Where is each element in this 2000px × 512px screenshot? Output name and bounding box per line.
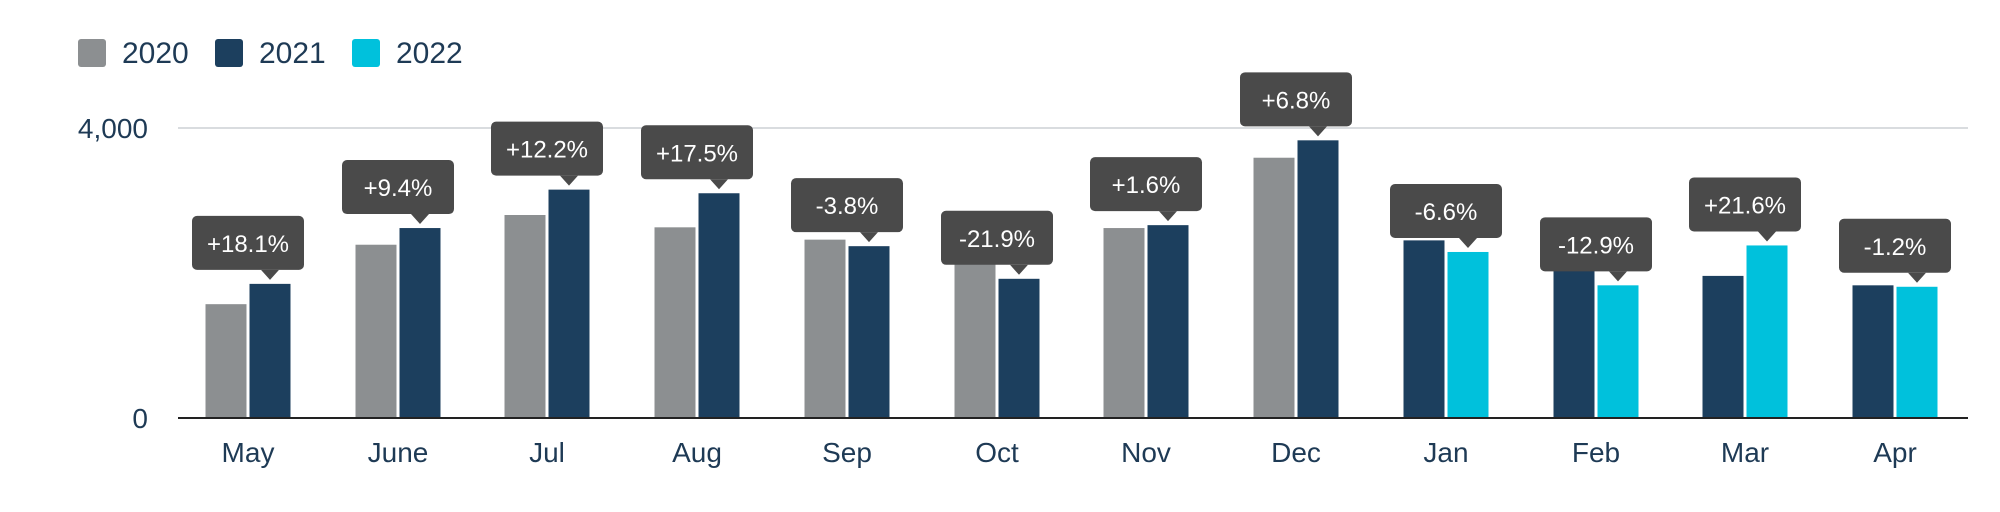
callout-label: +12.2% — [506, 137, 588, 164]
callout-pointer — [411, 214, 429, 225]
callout-label: -3.8% — [816, 193, 879, 220]
callout-label: +18.1% — [207, 231, 289, 258]
callout-box — [1839, 218, 1951, 273]
x-tick-label: Jul — [529, 437, 565, 468]
callout-label: +17.5% — [656, 140, 738, 167]
callout-label: -1.2% — [1864, 234, 1927, 261]
callout-box — [641, 125, 753, 180]
bar-Mar-2022 — [1746, 245, 1788, 418]
callout-pointer — [261, 269, 279, 280]
bar-June-2020 — [355, 244, 397, 418]
bar-June-2021 — [399, 228, 441, 418]
bar-Sep-2020 — [804, 239, 846, 418]
change-callout: -3.8% — [791, 178, 903, 243]
y-tick-label: 0 — [132, 403, 148, 434]
change-callout: -1.2% — [1839, 218, 1951, 283]
bar-Aug-2020 — [654, 227, 696, 418]
change-callout: +1.6% — [1090, 157, 1202, 222]
callout-box — [491, 121, 603, 176]
x-tick-label: June — [368, 437, 429, 468]
callout-box — [1090, 157, 1202, 212]
callout-label: +1.6% — [1112, 172, 1181, 199]
legend-label-2021: 2021 — [259, 37, 326, 70]
x-tick-label: Nov — [1121, 437, 1171, 468]
change-callout: +6.8% — [1240, 72, 1352, 137]
change-callout: +17.5% — [641, 125, 753, 190]
callout-box — [1390, 183, 1502, 238]
bar-Nov-2020 — [1103, 228, 1145, 418]
bar-Feb-2021 — [1553, 265, 1595, 418]
callout-box — [1689, 177, 1801, 232]
callout-box — [941, 210, 1053, 265]
x-tick-label: Sep — [822, 437, 872, 468]
callout-pointer — [1758, 231, 1776, 242]
bar-Sep-2021 — [848, 246, 890, 418]
legend-label-2022: 2022 — [396, 37, 463, 70]
bar-Aug-2021 — [698, 193, 740, 418]
change-callout: +12.2% — [491, 121, 603, 186]
x-tick-label: Aug — [672, 437, 722, 468]
bars — [205, 140, 1938, 418]
change-callout: -6.6% — [1390, 183, 1502, 248]
x-tick-label: Feb — [1572, 437, 1620, 468]
bar-Dec-2020 — [1253, 157, 1295, 418]
change-callouts: +18.1% +9.4% +12.2% +17.5% -3.8% -21.9% +1.6% +… — [192, 72, 1951, 283]
callout-box — [1540, 217, 1652, 272]
bar-Apr-2022 — [1896, 286, 1938, 418]
callout-box — [1240, 72, 1352, 127]
callout-label: +21.6% — [1704, 192, 1786, 219]
callout-pointer — [710, 179, 728, 190]
callout-pointer — [1459, 237, 1477, 248]
change-callout: +21.6% — [1689, 177, 1801, 242]
x-tick-label: Oct — [975, 437, 1019, 468]
callout-pointer — [1309, 126, 1327, 137]
callout-pointer — [1908, 272, 1926, 283]
bar-Oct-2021 — [998, 278, 1040, 418]
legend-label-2020: 2020 — [122, 37, 189, 70]
bar-Jul-2020 — [504, 215, 546, 418]
legend-swatch-2021 — [215, 39, 243, 67]
bar-Oct-2020 — [954, 239, 996, 418]
callout-pointer — [1010, 264, 1028, 275]
change-callout: -12.9% — [1540, 217, 1652, 282]
x-tick-label: Mar — [1721, 437, 1769, 468]
bar-Apr-2021 — [1852, 285, 1894, 418]
callout-label: -12.9% — [1558, 232, 1634, 259]
bar-Jul-2021 — [548, 189, 590, 418]
x-tick-label: Jan — [1423, 437, 1468, 468]
callout-label: -6.6% — [1415, 199, 1478, 226]
change-callout: +9.4% — [342, 160, 454, 225]
callout-pointer — [560, 175, 578, 186]
callout-label: -21.9% — [959, 226, 1035, 253]
callout-pointer — [860, 232, 878, 243]
bar-Jan-2022 — [1447, 251, 1489, 418]
x-tick-label: Apr — [1873, 437, 1917, 468]
y-tick-label: 4,000 — [78, 113, 148, 144]
x-axis-labels: May June Jul Aug Sep Oct Nov Dec Jan Feb Mar Apr — [222, 437, 1917, 468]
callout-label: +9.4% — [364, 175, 433, 202]
legend: 2020 2021 2022 — [78, 37, 463, 70]
bar-May-2021 — [249, 283, 291, 418]
callout-pointer — [1609, 271, 1627, 282]
callout-pointer — [1159, 211, 1177, 222]
change-callout: -21.9% — [941, 210, 1053, 275]
legend-swatch-2022 — [352, 39, 380, 67]
bar-May-2020 — [205, 304, 247, 418]
bar-Nov-2021 — [1147, 225, 1189, 418]
legend-swatch-2020 — [78, 39, 106, 67]
y-axis-ticks: 0 4,000 — [78, 113, 148, 434]
callout-box — [192, 215, 304, 270]
change-callout: +18.1% — [192, 215, 304, 280]
bar-Feb-2022 — [1597, 285, 1639, 418]
x-tick-label: Dec — [1271, 437, 1321, 468]
bar-Jan-2021 — [1403, 240, 1445, 418]
callout-box — [342, 160, 454, 215]
callout-label: +6.8% — [1262, 87, 1331, 114]
bar-Mar-2021 — [1702, 275, 1744, 418]
x-tick-label: May — [222, 437, 275, 468]
callout-box — [791, 178, 903, 233]
bar-Dec-2021 — [1297, 140, 1339, 418]
